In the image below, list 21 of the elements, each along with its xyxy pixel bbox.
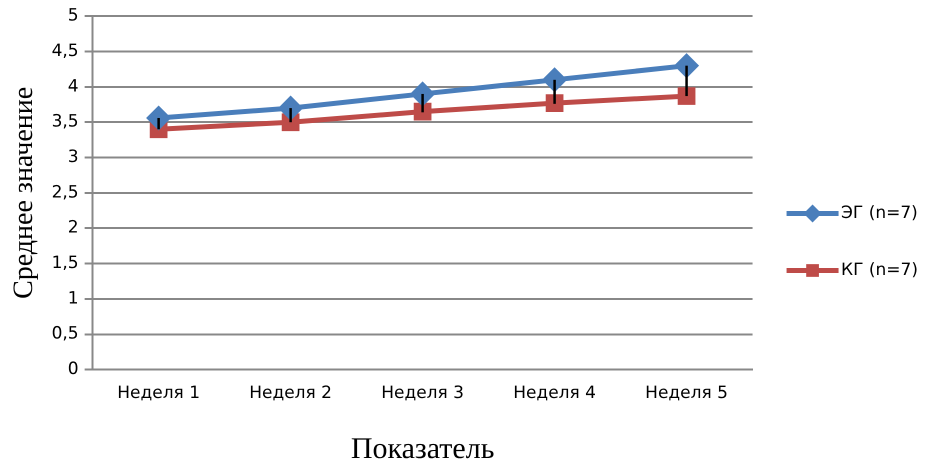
y-tick-label: 2,5	[52, 182, 79, 202]
y-tick-label: 4,5	[52, 40, 79, 61]
y-tick-label: 4	[68, 76, 79, 96]
y-tick-label: 1	[68, 288, 79, 308]
y-tick-label: 3,5	[52, 112, 79, 132]
y-tick-label: 3	[68, 146, 79, 167]
y-tick-label: 0,5	[52, 324, 79, 344]
x-tick-label: Неделя 2	[249, 383, 332, 404]
legend-label: ЭГ (n=7)	[841, 202, 918, 223]
y-tick-label: 1,5	[52, 253, 79, 273]
y-tick-label: 0	[68, 359, 79, 380]
legend-label: КГ (n=7)	[841, 260, 918, 280]
x-tick-label: Неделя 1	[117, 383, 200, 404]
y-tick-label: 2	[68, 218, 79, 238]
x-tick-label: Неделя 5	[645, 383, 728, 404]
point	[678, 87, 696, 105]
y-tick-label: 5	[68, 6, 79, 26]
y-axis-title: Среднее значение	[8, 86, 40, 299]
x-axis-title: Показатель	[350, 432, 494, 465]
x-tick-label: Неделя 3	[381, 383, 464, 404]
x-tick-label: Неделя 4	[513, 383, 596, 404]
